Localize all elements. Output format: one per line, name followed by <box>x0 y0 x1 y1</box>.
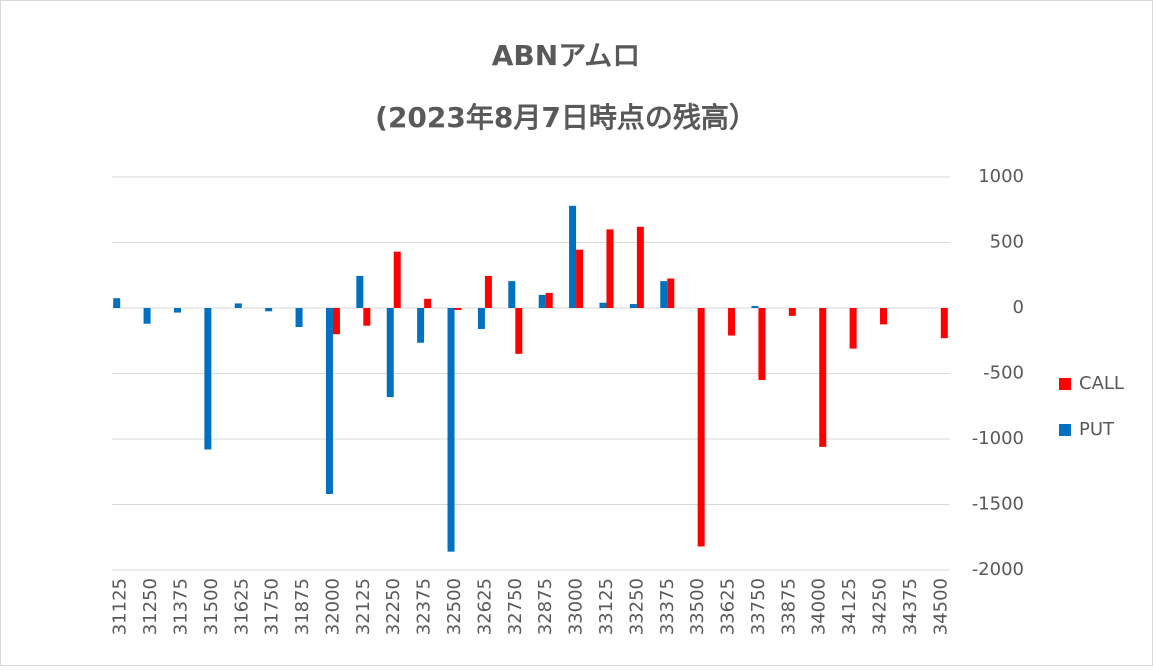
bar <box>667 278 675 308</box>
bar <box>295 308 303 327</box>
bar <box>629 304 637 308</box>
x-tick-label: 31625 <box>231 578 252 635</box>
bar <box>940 308 948 339</box>
bar <box>569 205 577 308</box>
x-tick-label: 32000 <box>322 578 343 635</box>
bar <box>538 294 546 308</box>
bar <box>477 308 485 329</box>
x-tick-label: 34500 <box>930 578 951 635</box>
x-tick-label: 33000 <box>566 578 587 635</box>
bar <box>325 308 333 495</box>
bar <box>204 308 212 450</box>
bar <box>819 308 827 447</box>
legend-swatch <box>1059 424 1071 436</box>
bar <box>599 302 607 308</box>
bar <box>576 249 584 308</box>
x-tick-label: 34375 <box>900 578 921 635</box>
x-tick-label: 31875 <box>292 578 313 635</box>
bar <box>728 308 736 336</box>
x-tick-label: 32125 <box>353 578 374 635</box>
x-tick-label: 31750 <box>262 578 283 635</box>
y-tick-label: -1500 <box>972 494 1024 515</box>
x-tick-label: 33125 <box>596 578 617 635</box>
x-tick-label: 33625 <box>718 578 739 635</box>
x-tick-label: 34125 <box>839 578 860 635</box>
bar <box>660 281 668 308</box>
bar <box>332 308 340 335</box>
x-tick-label: 31500 <box>201 578 222 635</box>
x-tick-label: 31250 <box>140 578 161 635</box>
x-tick-label: 34000 <box>809 578 830 635</box>
y-tick-label: -2000 <box>972 559 1024 580</box>
x-tick-label: 33375 <box>657 578 678 635</box>
chart-title: ABNアムロ <box>492 39 641 72</box>
y-tick-label: 1000 <box>978 166 1024 187</box>
bar <box>265 308 273 312</box>
bar <box>758 308 766 381</box>
chart-subtitle: (2023年8月7日時点の残高） <box>375 101 757 134</box>
bar <box>363 308 371 326</box>
y-tick-label: -1000 <box>972 428 1024 449</box>
bar <box>417 308 425 343</box>
x-tick-label: 33875 <box>778 578 799 635</box>
x-tick-label: 32375 <box>414 578 435 635</box>
bar <box>606 229 614 308</box>
bar <box>356 275 364 308</box>
bar <box>636 226 644 308</box>
x-tick-label: 33500 <box>687 578 708 635</box>
bar <box>447 308 455 552</box>
bar <box>393 251 401 308</box>
x-tick-label: 32625 <box>474 578 495 635</box>
bar <box>751 306 759 308</box>
bar <box>113 298 121 308</box>
bar <box>234 303 242 308</box>
bar <box>143 308 151 324</box>
bar <box>484 275 492 308</box>
legend-swatch <box>1059 378 1071 390</box>
x-tick-label: 33750 <box>748 578 769 635</box>
x-tick-label: 32875 <box>535 578 556 635</box>
legend-label: CALL <box>1079 373 1124 394</box>
bar <box>454 308 462 310</box>
x-tick-label: 32250 <box>383 578 404 635</box>
bar <box>424 298 432 308</box>
bar <box>788 308 796 316</box>
x-tick-label: 33250 <box>626 578 647 635</box>
bar <box>880 308 888 325</box>
x-tick-label: 32750 <box>505 578 526 635</box>
y-tick-label: 500 <box>990 232 1024 253</box>
bar <box>545 292 553 308</box>
legend-label: PUT <box>1079 419 1115 440</box>
x-tick-label: 34250 <box>870 578 891 635</box>
y-tick-label: 0 <box>1013 297 1024 318</box>
y-tick-label: -500 <box>983 363 1024 384</box>
x-tick-label: 31375 <box>170 578 191 635</box>
bar <box>508 281 516 308</box>
x-tick-label: 32500 <box>444 578 465 635</box>
bar <box>386 308 394 398</box>
bar <box>849 308 857 349</box>
bar <box>697 308 705 547</box>
bar <box>515 308 523 354</box>
x-tick-label: 31125 <box>110 578 131 635</box>
bar <box>173 308 181 313</box>
